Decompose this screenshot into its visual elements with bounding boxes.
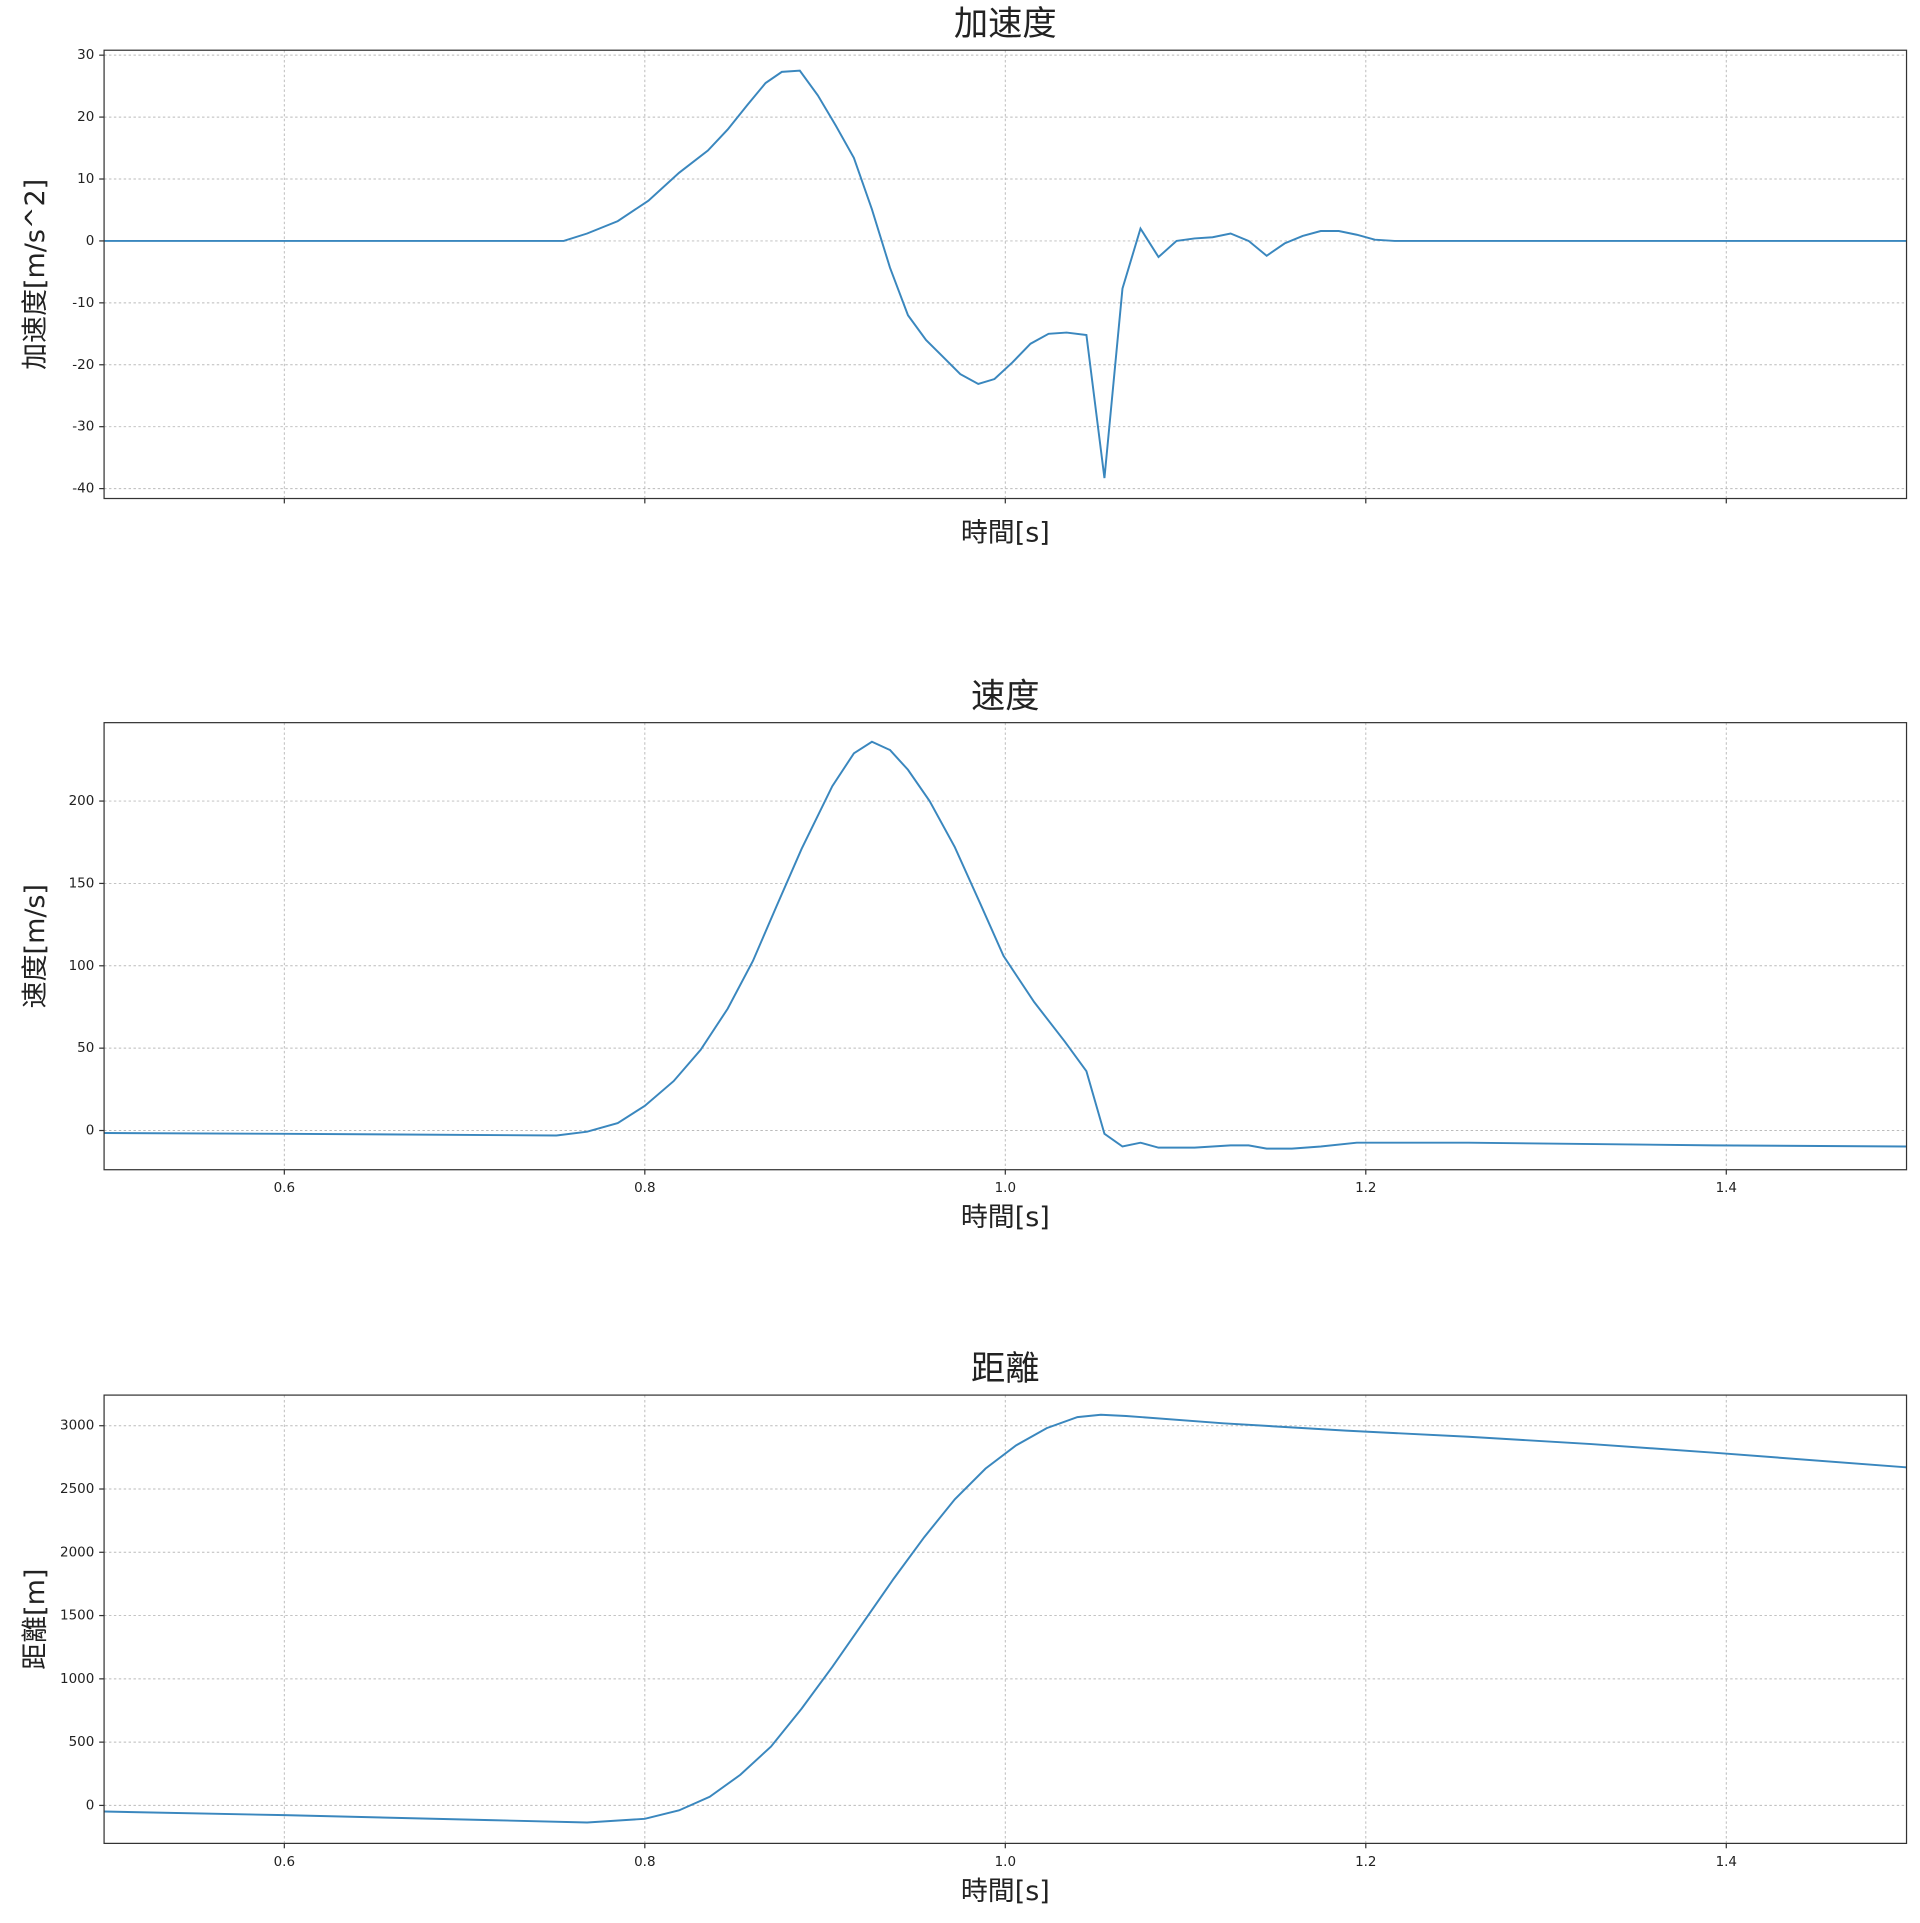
plot-area xyxy=(104,1395,1907,1844)
x-tick-label: 1.2 xyxy=(1355,1854,1376,1870)
x-tick-label: 0.8 xyxy=(634,1854,655,1870)
x-tick-label: 1.0 xyxy=(995,1180,1016,1196)
x-tick-label: 1.2 xyxy=(1355,1180,1376,1196)
y-tick-label: 20 xyxy=(77,109,94,125)
y-tick-label: 0 xyxy=(86,1797,95,1813)
y-axis-label: 距離[m] xyxy=(20,1569,51,1670)
plot-frame xyxy=(103,722,1908,1171)
chart-title: 加速度 xyxy=(954,4,1057,44)
y-tick-label: 3000 xyxy=(60,1418,94,1434)
plot-area xyxy=(104,722,1907,1170)
y-tick-label: -40 xyxy=(72,481,94,497)
y-tick-label: 0 xyxy=(86,233,95,249)
y-tick-label: -30 xyxy=(72,419,94,435)
y-tick-label: 2500 xyxy=(60,1481,94,1497)
x-axis-label: 時間[s] xyxy=(961,518,1050,549)
y-tick-label: 150 xyxy=(69,875,95,891)
plot-frame xyxy=(103,1394,1908,1844)
x-axis-label: 時間[s] xyxy=(961,1202,1050,1233)
data-line xyxy=(104,740,1907,1150)
x-tick-label: 1.4 xyxy=(1716,1854,1737,1870)
chart-title: 距離 xyxy=(971,1349,1040,1389)
x-tick-label: 0.6 xyxy=(274,1854,295,1870)
x-tick-label: 0.6 xyxy=(274,1180,295,1196)
y-axis-label: 速度[m/s] xyxy=(20,884,51,1008)
x-tick-label: 0.8 xyxy=(634,1180,655,1196)
y-tick-label: 500 xyxy=(69,1734,95,1750)
y-tick-label: -20 xyxy=(72,357,94,373)
y-axis-label: 加速度[m/s^2] xyxy=(20,179,51,370)
plot-frame xyxy=(103,49,1908,500)
y-tick-label: 200 xyxy=(69,793,95,809)
x-tick-label: 1.0 xyxy=(995,1854,1016,1870)
y-tick-label: 1500 xyxy=(60,1608,94,1624)
data-line xyxy=(104,69,1907,479)
y-tick-label: 0 xyxy=(86,1123,95,1139)
x-axis-label: 時間[s] xyxy=(961,1876,1050,1907)
y-tick-label: 100 xyxy=(69,958,95,974)
y-tick-label: 50 xyxy=(77,1040,94,1056)
data-line xyxy=(104,1413,1907,1824)
x-tick-label: 1.4 xyxy=(1716,1180,1737,1196)
y-tick-label: 10 xyxy=(77,171,94,187)
y-tick-label: 2000 xyxy=(60,1544,94,1560)
chart-title: 速度 xyxy=(971,677,1040,717)
y-tick-label: 30 xyxy=(77,47,94,63)
y-tick-label: -10 xyxy=(72,295,94,311)
y-tick-label: 1000 xyxy=(60,1671,94,1687)
